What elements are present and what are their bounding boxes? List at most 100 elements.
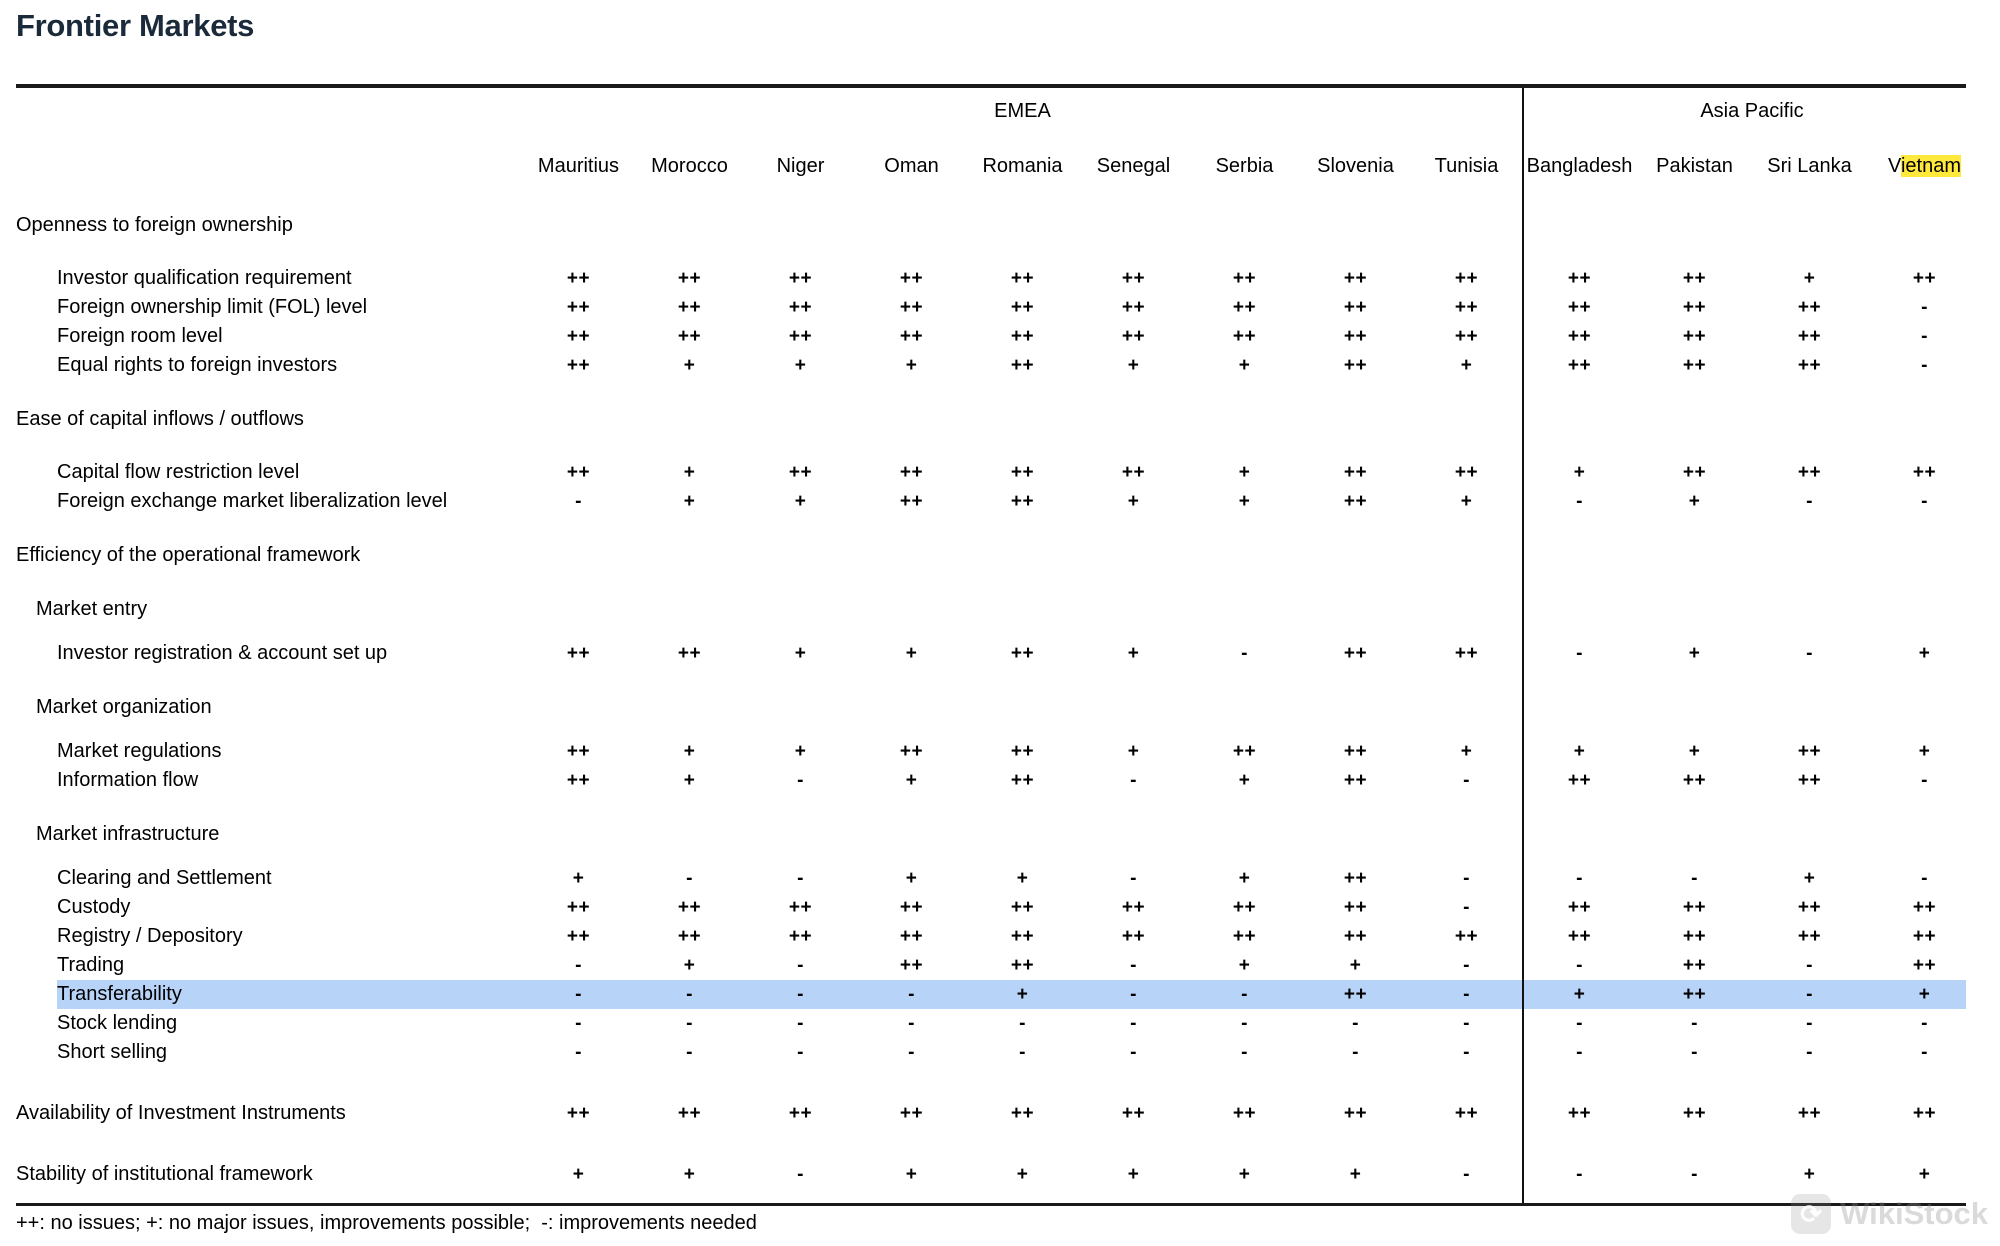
rating-cell: ++ <box>899 267 924 289</box>
rating-cell: - <box>1806 983 1813 1005</box>
rating-cell: ++ <box>1454 925 1479 947</box>
rating-cell: + <box>1918 740 1931 762</box>
column-header-vietnam: Vietnam <box>1867 155 1982 178</box>
country-first-letter: V <box>1887 155 1901 177</box>
rating-cell: - <box>797 983 804 1005</box>
rating-cell: + <box>1016 1163 1029 1185</box>
rating-cell: ++ <box>677 1102 702 1124</box>
row-label-foreign-ownership-limit-fol-level: Foreign ownership limit (FOL) level <box>57 296 368 318</box>
rating-cell: ++ <box>1797 896 1822 918</box>
rating-cell: + <box>1918 1163 1931 1185</box>
rating-cell: ++ <box>1682 461 1707 483</box>
ratings-table: EMEA Asia Pacific Mauritius Morocco Niger O… <box>16 84 1966 1206</box>
rating-cell: + <box>1127 740 1140 762</box>
rating-cell: ++ <box>677 925 702 947</box>
rating-cell: ++ <box>1343 1102 1368 1124</box>
rating-cell: + <box>794 642 807 664</box>
row-investor-qualification-requirement: Investor qualification requirement ++ ++ ++… <box>16 264 1966 293</box>
legend-note: ++: no issues; +: no major issues, impro… <box>16 1212 757 1234</box>
row-efficiency-of-the-operational-framework: Efficiency of the operational framework <box>16 540 1966 570</box>
region-header-row: EMEA Asia Pacific <box>16 88 1966 128</box>
rating-cell: ++ <box>1343 490 1368 512</box>
rating-cell: + <box>1238 769 1251 791</box>
rating-cell: ++ <box>1682 769 1707 791</box>
row-label-registry-depository: Registry / Depository <box>57 925 243 947</box>
rating-cell: - <box>1241 1041 1248 1063</box>
rating-cell: ++ <box>1682 925 1707 947</box>
rating-cell: + <box>1127 490 1140 512</box>
rating-cell: + <box>1460 490 1473 512</box>
rating-cell: - <box>686 1012 693 1034</box>
rating-cell: ++ <box>1912 896 1937 918</box>
rating-cell: ++ <box>1912 461 1937 483</box>
rating-cell: ++ <box>1454 325 1479 347</box>
rating-cell: ++ <box>899 296 924 318</box>
rating-cell: ++ <box>1567 267 1592 289</box>
rating-cell: + <box>1016 983 1029 1005</box>
rating-cell: - <box>686 867 693 889</box>
rating-cell: ++ <box>1454 267 1479 289</box>
rating-cell: - <box>1921 296 1928 318</box>
rating-cell: ++ <box>1010 769 1035 791</box>
rating-cell: - <box>1463 1163 1470 1185</box>
row-clearing-and-settlement: Clearing and Settlement + - - + + - + ++ - - - + - <box>16 864 1966 893</box>
rating-cell: - <box>908 1041 915 1063</box>
row-equal-rights-to-foreign-investors: Equal rights to foreign investors ++ + + + ++… <box>16 351 1966 380</box>
row-label-custody: Custody <box>57 896 131 918</box>
rating-cell: ++ <box>899 1102 924 1124</box>
rating-cell: ++ <box>1682 325 1707 347</box>
rating-cell: ++ <box>566 325 591 347</box>
rating-cell: ++ <box>1010 642 1035 664</box>
column-header-serbia: Serbia <box>1215 155 1274 177</box>
rating-cell: - <box>1921 769 1928 791</box>
row-label-availability-of-investment-instruments: Availability of Investment Instruments <box>16 1102 346 1124</box>
rating-cell: ++ <box>1567 354 1592 376</box>
rating-cell: ++ <box>677 325 702 347</box>
rating-cell: ++ <box>1121 325 1146 347</box>
rating-cell: + <box>905 867 918 889</box>
column-header-bangladesh: Bangladesh <box>1526 155 1633 177</box>
rating-cell: ++ <box>1567 769 1592 791</box>
country-header-row: Mauritius Morocco Niger Oman Romania Senegal S… <box>16 128 1966 186</box>
rating-cell: ++ <box>1912 925 1937 947</box>
rating-cell: - <box>1463 983 1470 1005</box>
row-label-equal-rights-to-foreign-investors: Equal rights to foreign investors <box>57 354 338 376</box>
rating-cell: - <box>575 954 582 976</box>
rating-cell: + <box>794 490 807 512</box>
rating-cell: ++ <box>899 740 924 762</box>
rating-cell: + <box>1349 1163 1362 1185</box>
rating-cell: - <box>1463 769 1470 791</box>
column-header-sri-lanka: Sri Lanka <box>1767 155 1852 177</box>
row-label-ease-of-capital-inflows-outflows: Ease of capital inflows / outflows <box>16 407 304 430</box>
rating-cell: ++ <box>566 642 591 664</box>
rating-cell: - <box>1463 896 1470 918</box>
rating-cell: - <box>1691 1012 1698 1034</box>
rating-cell: - <box>1130 1012 1137 1034</box>
rating-cell: - <box>908 983 915 1005</box>
rating-cell: ++ <box>1232 1102 1257 1124</box>
rating-cell: ++ <box>1567 925 1592 947</box>
rating-cell: - <box>1576 1041 1583 1063</box>
watermark-text: WikiStock <box>1840 1196 1988 1231</box>
rating-cell: ++ <box>1797 769 1822 791</box>
row-capital-flow-restriction-level: Capital flow restriction level ++ + ++ ++ ++ +… <box>16 458 1966 487</box>
rating-cell: ++ <box>1232 296 1257 318</box>
rating-cell: ++ <box>1010 954 1035 976</box>
row-label-stability-of-institutional-framework: Stability of institutional framework <box>16 1163 313 1185</box>
rating-cell: ++ <box>1232 325 1257 347</box>
rating-cell: - <box>1691 867 1698 889</box>
row-market-infrastructure: Market infrastructure <box>16 819 1966 849</box>
rating-cell: - <box>1241 983 1248 1005</box>
rating-cell: - <box>1921 354 1928 376</box>
rating-cell: + <box>905 642 918 664</box>
rating-cell: ++ <box>1010 296 1035 318</box>
row-label-capital-flow-restriction-level: Capital flow restriction level <box>57 461 300 483</box>
row-market-entry: Market entry <box>16 594 1966 624</box>
rating-cell: + <box>1803 867 1816 889</box>
rating-cell: + <box>1688 642 1701 664</box>
rating-cell: - <box>1576 867 1583 889</box>
row-label-investor-qualification-requirement: Investor qualification requirement <box>57 267 352 289</box>
rating-cell: ++ <box>1454 1102 1479 1124</box>
rating-cell: ++ <box>1232 925 1257 947</box>
rating-cell: ++ <box>1010 354 1035 376</box>
